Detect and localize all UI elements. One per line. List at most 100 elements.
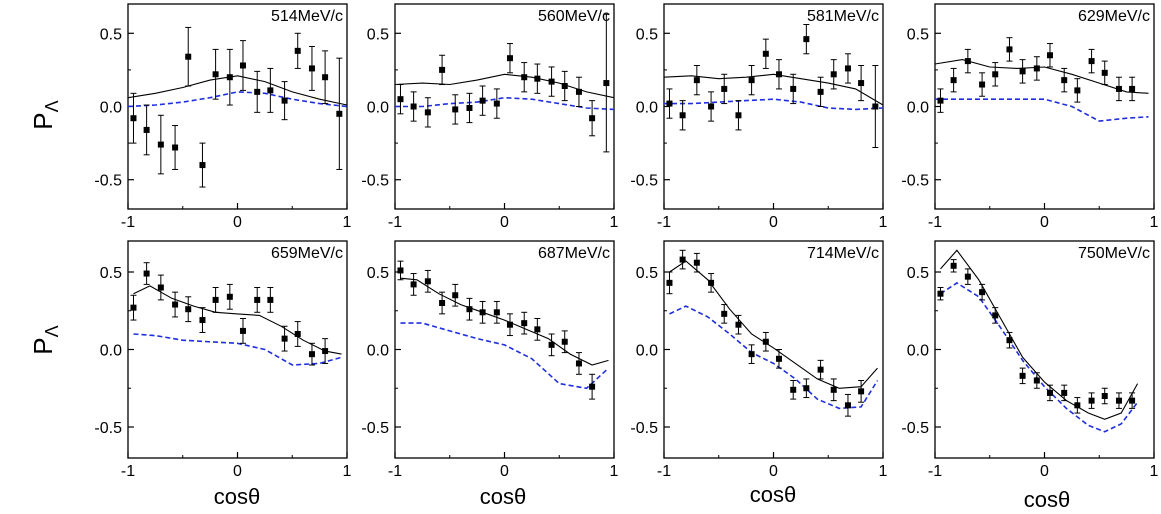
panel-5-data-point [157, 284, 164, 291]
panel-7: -1 0 1 0.5 0.0 -0.5 714MeV/c [630, 240, 888, 480]
panel-3-data-point [844, 65, 851, 72]
panel-8-data-point [979, 289, 986, 296]
panel-1-data-point [185, 53, 192, 60]
panel-4-data-point [950, 77, 957, 84]
x-axis-label-3: cosθ [750, 482, 797, 507]
panel-5-data-point [254, 296, 261, 303]
panel-6-data-point [479, 309, 486, 316]
panel-2-ytick-label: 0.0 [367, 100, 389, 117]
panel-8-ytick-label: 0.0 [907, 343, 929, 360]
panel-4-xtick-label: 1 [1150, 214, 1159, 231]
panel-6-xtick-label: 1 [610, 463, 619, 480]
panel-4-ytick-label: 0.5 [907, 26, 929, 43]
panel-2-data-point [466, 104, 473, 111]
panel-6-data-point [424, 278, 431, 285]
panel-7-ytick-label: -0.5 [630, 420, 658, 437]
panel-6-xtick-label: 0 [500, 463, 509, 480]
panel-1-data-point [157, 141, 164, 148]
panel-8-data-point [1129, 397, 1136, 404]
panel-2-data-point [452, 106, 459, 113]
panel-1-data-point [281, 97, 288, 104]
panel-3-data-point [748, 77, 755, 84]
panel-4-xtick-label: -1 [928, 214, 942, 231]
panel-3-data-point [790, 85, 797, 92]
y-axis-label-top: PΛ [28, 100, 62, 129]
panel-7-data-point [762, 338, 769, 345]
panel-3: -1 0 1 0.5 0.0 -0.5 581MeV/c [630, 3, 888, 231]
panel-5-momentum-label: 659MeV/c [271, 245, 343, 262]
panel-6-xtick-label: -1 [388, 463, 402, 480]
panel-4-data-point [1033, 65, 1040, 72]
panel-3-ytick-label: 0.5 [636, 26, 658, 43]
panel-3-data-point [830, 71, 837, 78]
panel-1-xtick-label: 0 [233, 214, 242, 231]
x-axis-label-4: cosθ [1024, 487, 1071, 512]
panel-1-data-point [172, 144, 179, 151]
panel-1-data-point [308, 65, 315, 72]
panel-4-data-point [1074, 87, 1081, 94]
panel-5-data-point [294, 331, 301, 337]
panel-3-xtick-label: 0 [769, 214, 778, 231]
panel-6: -1 0 1 0.5 0.0 -0.5 687MeV/c [361, 240, 619, 480]
panel-5-xtick-label: 0 [233, 463, 242, 480]
panel-2-ytick-label: 0.5 [367, 26, 389, 43]
panel-3-data-point [721, 85, 728, 92]
panel-8-data-point [992, 312, 999, 319]
panel-6-data-point [534, 326, 541, 333]
panel-8-xtick-label: 1 [1150, 463, 1159, 480]
panel-6-data-point [397, 267, 404, 274]
panel-8-data-point [1033, 377, 1040, 384]
panel-1-xtick-label: 1 [343, 214, 352, 231]
panel-4-ytick-label: 0.0 [907, 100, 929, 117]
panel-3-data-point [858, 80, 865, 87]
panel-1-ytick-label: 0.0 [100, 100, 122, 117]
panel-1-data-point [226, 74, 233, 81]
panel-4-data-point [1019, 68, 1026, 75]
panel-8-data-point [1088, 397, 1095, 404]
panel-3-data-point [679, 112, 686, 119]
panel-3-data-point [762, 50, 769, 57]
panel-1-data-point [322, 74, 329, 81]
panel-7-data-point [721, 310, 728, 317]
panel-2-data-point [561, 83, 568, 89]
panel-1-data-point [254, 88, 261, 95]
panel-7-data-point [666, 279, 673, 286]
panel-5-data-point [226, 293, 233, 300]
panel-4-data-point [979, 81, 986, 88]
panel-6-data-point [466, 306, 473, 313]
panel-8-ytick-label: 0.5 [907, 265, 929, 282]
panel-6-data-point [589, 383, 596, 390]
panel-6-dashed-curve [400, 322, 610, 390]
panel-7-frame [663, 240, 884, 459]
panel-7-ytick-label: 0.5 [636, 265, 658, 282]
panel-5-ytick-label: 0.0 [100, 343, 122, 360]
panel-2-data-point [506, 55, 513, 62]
panel-2-momentum-label: 560MeV/c [538, 8, 610, 25]
panel-3-data-point [735, 112, 742, 119]
panel-8-dashed-curve [940, 281, 1139, 433]
panel-5-data-point [267, 296, 274, 303]
panel-2-data-point [575, 88, 582, 95]
panel-7-ytick-label: 0.0 [636, 343, 658, 360]
panel-3-solid-curve [663, 73, 884, 106]
panel-7-xtick-label: 0 [769, 463, 778, 480]
panel-8-data-point [1006, 337, 1013, 344]
panel-2-data-point [479, 97, 486, 104]
panel-1-data-point [239, 62, 246, 69]
panel-6-data-point [521, 320, 528, 327]
panel-7-momentum-label: 714MeV/c [807, 245, 879, 262]
panel-2: -1 0 1 0.5 0.0 -0.5 560MeV/c [361, 3, 619, 231]
panel-4-dashed-curve [935, 98, 1149, 122]
panel-1-data-point [130, 115, 137, 122]
panel-8-data-point [964, 273, 971, 280]
panel-5-frame [127, 240, 348, 459]
panel-2-dashed-curve [395, 96, 615, 111]
panel-2-data-point [521, 74, 528, 81]
panel-5-data-point [239, 327, 246, 334]
panel-8-momentum-label: 750MeV/c [1078, 245, 1150, 262]
panel-4-data-point [1101, 69, 1108, 76]
x-axis-label-2: cosθ [480, 484, 527, 509]
panel-2-data-point [424, 109, 431, 116]
panel-7-data-point [693, 259, 700, 266]
panel-8-solid-curve [940, 249, 1139, 420]
